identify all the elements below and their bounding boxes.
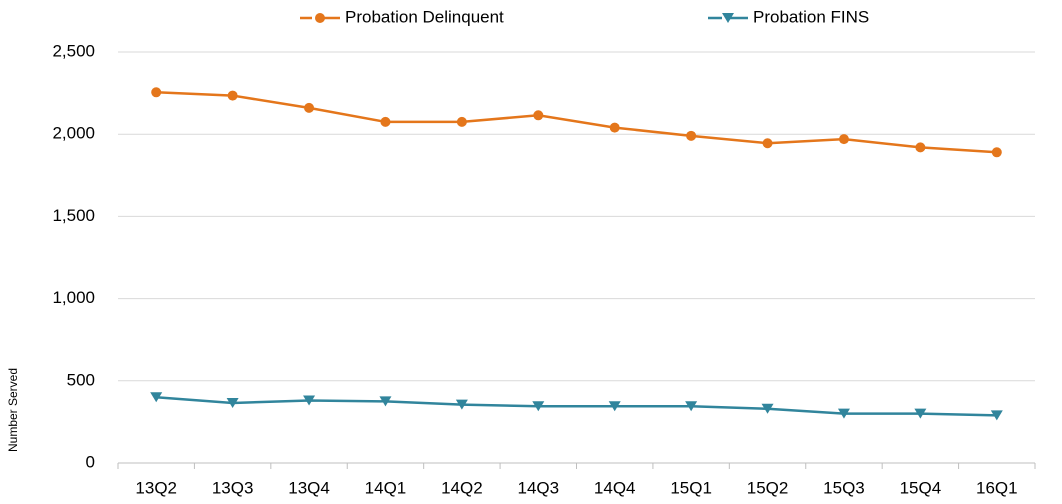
point [914,408,927,419]
x-tick-label: 14Q2 [441,478,483,497]
x-tick-label: 14Q4 [594,478,636,497]
y-tick-label: 2,000 [52,124,95,143]
line [156,395,997,417]
x-tick-label: 15Q2 [747,478,789,497]
point [151,87,162,98]
point [608,401,621,412]
x-tick-label: 14Q1 [365,478,407,497]
point [991,147,1002,158]
x-tick-label: 13Q3 [212,478,254,497]
point [533,110,544,121]
x-tick-label: 16Q1 [976,478,1018,497]
y-tick-label: 500 [67,370,95,389]
point [762,138,773,149]
point [838,134,849,145]
point [609,122,620,133]
line [156,91,997,154]
point [456,116,467,127]
point [532,401,545,412]
x-tick-label: 15Q4 [900,478,942,497]
y-tick-label: 2,500 [52,41,95,60]
point [686,130,697,141]
point [685,401,698,412]
y-tick-label: 0 [86,452,95,471]
legend-marker [315,13,325,23]
point [304,102,315,113]
x-tick-label: 13Q2 [135,478,177,497]
x-tick-label: 14Q3 [517,478,559,497]
point [915,142,926,153]
legend-label: Probation FINS [753,7,869,26]
point [761,403,774,414]
point [227,90,238,101]
point [226,397,239,408]
point [990,410,1003,421]
y-axis-title: Number Served [6,368,20,452]
x-tick-label: 13Q4 [288,478,330,497]
legend-marker [722,13,734,23]
point [837,408,850,419]
point [303,395,316,406]
point [379,396,392,407]
x-tick-label: 15Q3 [823,478,865,497]
y-tick-label: 1,000 [52,288,95,307]
x-tick-label: 15Q1 [670,478,712,497]
point [455,399,468,410]
y-tick-label: 1,500 [52,206,95,225]
point [380,116,391,127]
point [150,392,163,403]
legend-label: Probation Delinquent [345,7,504,26]
